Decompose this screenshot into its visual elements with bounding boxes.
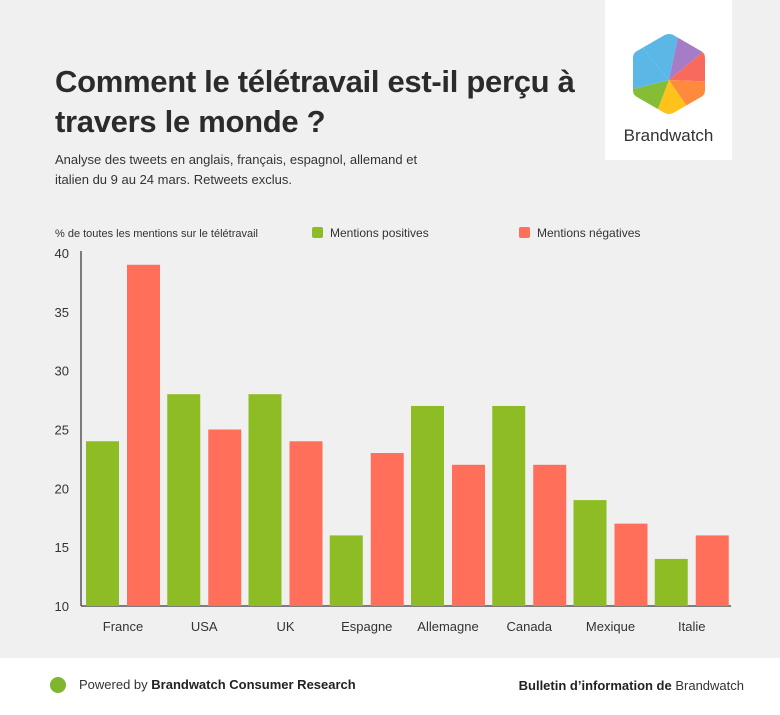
bar xyxy=(695,535,729,606)
x-tick-label: Mexique xyxy=(586,619,635,634)
bar xyxy=(127,264,160,606)
x-tick-label: Canada xyxy=(506,619,552,634)
footer-powered-by: Powered by Brandwatch Consumer Research xyxy=(79,677,356,692)
footer-powered-prefix: Powered by xyxy=(79,677,152,692)
bar xyxy=(533,464,567,606)
legend-label: Mentions positives xyxy=(330,226,429,240)
y-tick-label: 15 xyxy=(55,540,69,555)
bar xyxy=(86,441,119,606)
footer-bulletin-prefix: Bulletin d’information de xyxy=(518,678,676,693)
bar xyxy=(329,535,363,606)
bar xyxy=(452,464,485,606)
bar xyxy=(573,500,607,606)
x-tick-label: Italie xyxy=(678,619,705,634)
brand-logo-box: Brandwatch xyxy=(605,0,732,160)
x-tick-label: Allemagne xyxy=(417,619,478,634)
bar xyxy=(208,429,242,606)
footer-powered-brand: Brandwatch Consumer Research xyxy=(151,677,356,692)
footer-dot-icon xyxy=(50,677,66,693)
x-tick-label: UK xyxy=(276,619,294,634)
y-tick-label: 30 xyxy=(55,364,69,379)
legend-swatch xyxy=(519,227,530,238)
y-tick-label: 35 xyxy=(55,305,69,320)
bar xyxy=(614,523,648,606)
footer-bulletin-brand: Brandwatch xyxy=(675,678,744,693)
y-tick-label: 10 xyxy=(55,599,69,614)
y-axis-label: % de toutes les mentions sur le télétrav… xyxy=(55,228,258,240)
legend-swatch xyxy=(312,227,323,238)
y-tick-label: 25 xyxy=(55,423,69,438)
bar xyxy=(492,405,526,606)
page-subtitle: Analyse des tweets en anglais, français,… xyxy=(55,152,418,187)
bar xyxy=(654,558,688,606)
y-tick-label: 40 xyxy=(55,246,69,261)
bar xyxy=(289,441,323,606)
brand-logo-text: Brandwatch xyxy=(623,126,714,145)
footer: Powered by Brandwatch Consumer Research … xyxy=(0,658,780,715)
page-title: Comment le télétravail est-il perçu à tr… xyxy=(55,64,575,139)
hexagon-pie-logo-icon xyxy=(633,34,705,114)
legend-label: Mentions négatives xyxy=(537,226,640,240)
bar xyxy=(167,394,201,606)
x-tick-label: Espagne xyxy=(341,619,392,634)
x-tick-label: France xyxy=(103,619,143,634)
bar xyxy=(248,394,282,606)
bar xyxy=(411,405,444,606)
bar xyxy=(370,453,404,606)
footer-bulletin: Bulletin d’information de Brandwatch xyxy=(519,678,744,693)
x-tick-label: USA xyxy=(191,619,218,634)
y-tick-label: 20 xyxy=(55,481,69,496)
